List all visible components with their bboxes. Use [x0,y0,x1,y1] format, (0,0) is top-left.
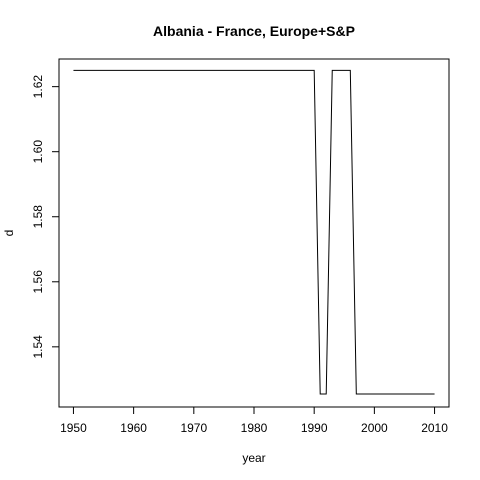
series-layer [73,69,435,395]
plot-frame [58,58,450,408]
x-axis-label: year [242,451,265,465]
y-tick-label: 1.54 [31,335,45,359]
x-tick-label: 2000 [361,421,388,435]
x-tick-label: 1990 [301,421,328,435]
y-axis: 1.54 1.56 1.58 1.60 1.62 [31,75,60,359]
chart-title: Albania - France, Europe+S&P [153,23,355,39]
y-axis-label: d [2,230,16,237]
y-tick-label: 1.58 [31,205,45,229]
x-tick-label: 1970 [180,421,207,435]
x-tick-label: 1980 [241,421,268,435]
x-tick-label: 1950 [60,421,87,435]
x-tick-label: 2010 [421,421,448,435]
y-tick-label: 1.62 [31,75,45,99]
x-axis: 1950 1960 1970 1980 1990 2000 2010 [60,406,448,435]
x-tick-label: 1960 [120,421,147,435]
y-tick-label: 1.56 [31,270,45,294]
series-line [73,69,435,395]
y-tick-label: 1.60 [31,140,45,164]
